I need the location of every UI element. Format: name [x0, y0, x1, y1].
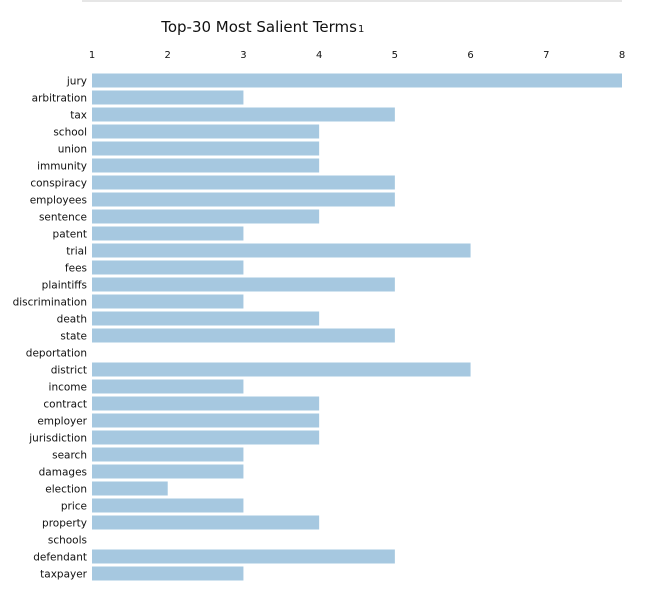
chart-title-superscript: 1 — [358, 24, 364, 35]
bar-arbitration — [92, 90, 244, 105]
bar-death — [92, 311, 320, 326]
x-tick-label: 3 — [240, 50, 246, 61]
x-tick-label: 7 — [543, 50, 549, 61]
category-label: deportation — [26, 347, 87, 359]
category-label: price — [61, 500, 87, 512]
category-label: patent — [53, 228, 87, 240]
category-label: taxpayer — [40, 568, 88, 580]
category-label: trial — [66, 245, 87, 257]
bar-search — [92, 447, 244, 462]
category-label: tax — [70, 109, 87, 121]
category-label: search — [52, 449, 87, 461]
category-label: sentence — [39, 211, 87, 223]
category-label: plaintiffs — [42, 279, 87, 291]
bar-plaintiffs — [92, 277, 395, 292]
bar-jury — [92, 73, 622, 88]
bar-district — [92, 362, 471, 377]
bar-defendant — [92, 549, 395, 564]
x-tick-label: 5 — [392, 50, 398, 61]
category-label: arbitration — [32, 92, 87, 104]
category-label: defendant — [33, 551, 87, 563]
bar-patent — [92, 226, 244, 241]
bar-conspiracy — [92, 175, 395, 190]
category-label: jury — [66, 75, 87, 87]
bar-immunity — [92, 158, 320, 173]
category-label: discrimination — [13, 296, 87, 308]
bar-state — [92, 328, 395, 343]
x-tick-label: 1 — [89, 50, 95, 61]
x-tick-label: 2 — [165, 50, 171, 61]
category-label: fees — [65, 262, 87, 274]
category-label: election — [45, 483, 87, 495]
x-tick-label: 6 — [467, 50, 473, 61]
category-label: immunity — [37, 160, 87, 172]
bar-employees — [92, 192, 395, 207]
category-label: death — [57, 313, 87, 325]
bar-jurisdiction — [92, 430, 320, 445]
bar-income — [92, 379, 244, 394]
category-label: property — [42, 517, 87, 529]
x-tick-label: 8 — [619, 50, 625, 61]
bar-taxpayer — [92, 566, 244, 581]
category-label: damages — [39, 466, 87, 478]
bar-discrimination — [92, 294, 244, 309]
category-label: conspiracy — [30, 177, 87, 189]
bar-contract — [92, 396, 320, 411]
bar-sentence — [92, 209, 320, 224]
bar-election — [92, 481, 168, 496]
category-label: employer — [37, 415, 87, 427]
bar-tax — [92, 107, 395, 122]
category-label: employees — [30, 194, 87, 206]
category-label: jurisdiction — [28, 432, 87, 444]
bar-employer — [92, 413, 320, 428]
bar-price — [92, 498, 244, 513]
category-label: contract — [43, 398, 87, 410]
bar-property — [92, 515, 320, 530]
category-label: state — [60, 330, 87, 342]
x-tick-label: 4 — [316, 50, 322, 61]
top-divider — [82, 0, 622, 2]
category-label: union — [58, 143, 87, 155]
bar-school — [92, 124, 320, 139]
bar-damages — [92, 464, 244, 479]
bar-trial — [92, 243, 471, 258]
chart-title: Top-30 Most Salient Terms — [160, 18, 357, 36]
category-label: income — [49, 381, 87, 393]
category-label: schools — [48, 534, 87, 546]
category-label: district — [51, 364, 87, 376]
bar-union — [92, 141, 320, 156]
category-label: school — [53, 126, 87, 138]
bar-fees — [92, 260, 244, 275]
